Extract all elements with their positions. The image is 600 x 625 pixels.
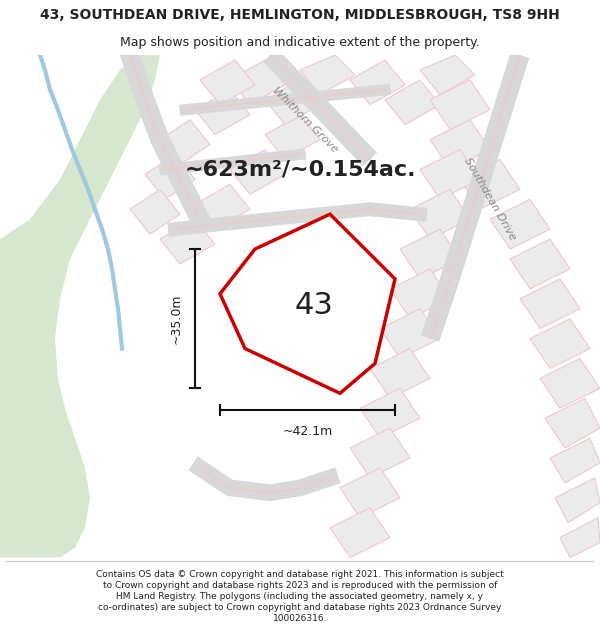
Polygon shape — [350, 60, 405, 105]
Text: Southdean Drive: Southdean Drive — [462, 156, 518, 242]
Text: ~623m²/~0.154ac.: ~623m²/~0.154ac. — [184, 159, 416, 179]
Text: 43, SOUTHDEAN DRIVE, HEMLINGTON, MIDDLESBROUGH, TS8 9HH: 43, SOUTHDEAN DRIVE, HEMLINGTON, MIDDLES… — [40, 8, 560, 22]
Polygon shape — [265, 80, 320, 124]
Polygon shape — [230, 149, 285, 194]
Text: ~42.1m: ~42.1m — [283, 425, 332, 438]
Text: HM Land Registry. The polygons (including the associated geometry, namely x, y: HM Land Registry. The polygons (includin… — [116, 592, 484, 601]
Polygon shape — [380, 309, 440, 359]
Polygon shape — [230, 60, 285, 105]
Polygon shape — [400, 229, 460, 279]
Polygon shape — [430, 119, 490, 169]
Text: 43: 43 — [294, 291, 333, 321]
Polygon shape — [385, 80, 440, 124]
Polygon shape — [390, 269, 450, 319]
Polygon shape — [0, 55, 160, 558]
Text: Map shows position and indicative extent of the property.: Map shows position and indicative extent… — [120, 36, 480, 49]
Polygon shape — [420, 55, 475, 95]
Polygon shape — [130, 189, 180, 234]
Polygon shape — [370, 349, 430, 398]
Polygon shape — [360, 388, 420, 438]
Polygon shape — [200, 60, 255, 105]
Polygon shape — [420, 149, 480, 199]
Text: ~35.0m: ~35.0m — [170, 294, 183, 344]
Polygon shape — [545, 398, 600, 448]
Polygon shape — [160, 119, 210, 164]
Polygon shape — [195, 90, 250, 134]
Polygon shape — [160, 219, 215, 264]
Text: Whithorn Grove: Whithorn Grove — [271, 85, 340, 154]
Polygon shape — [410, 189, 470, 239]
Text: Contains OS data © Crown copyright and database right 2021. This information is : Contains OS data © Crown copyright and d… — [96, 569, 504, 579]
Polygon shape — [145, 154, 195, 199]
Polygon shape — [550, 438, 600, 483]
Polygon shape — [530, 319, 590, 369]
Polygon shape — [430, 80, 490, 129]
Polygon shape — [220, 214, 395, 393]
Polygon shape — [490, 199, 550, 249]
Polygon shape — [555, 478, 600, 522]
Text: co-ordinates) are subject to Crown copyright and database rights 2023 Ordnance S: co-ordinates) are subject to Crown copyr… — [98, 603, 502, 612]
Polygon shape — [510, 239, 570, 289]
Polygon shape — [560, 518, 600, 558]
Polygon shape — [195, 184, 250, 229]
Polygon shape — [540, 359, 600, 408]
Polygon shape — [265, 115, 320, 159]
Text: 100026316.: 100026316. — [273, 614, 327, 623]
Polygon shape — [350, 428, 410, 478]
Text: to Crown copyright and database rights 2023 and is reproduced with the permissio: to Crown copyright and database rights 2… — [103, 581, 497, 590]
Polygon shape — [330, 508, 390, 558]
Polygon shape — [340, 468, 400, 518]
Polygon shape — [460, 159, 520, 209]
Polygon shape — [520, 279, 580, 329]
Polygon shape — [300, 55, 355, 95]
